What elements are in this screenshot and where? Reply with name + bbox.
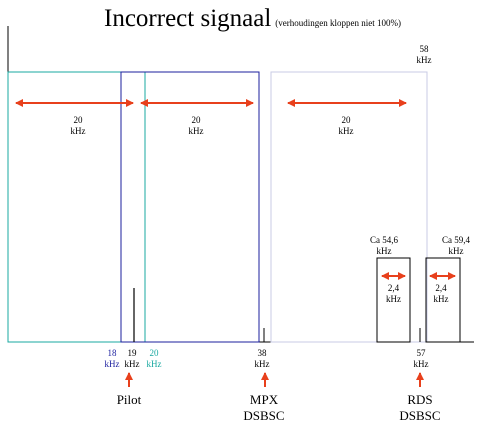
rds-center-unit: kHz: [376, 246, 392, 256]
title-main: Incorrect signaal: [104, 5, 272, 32]
rds-width-value: 2,4: [387, 283, 400, 293]
tick-unit: kHz: [254, 359, 270, 369]
tick-value: 57: [416, 348, 426, 358]
bandwidth-unit: kHz: [188, 126, 204, 136]
rds-width-unit: kHz: [386, 294, 401, 304]
bandwidth-value: 20: [341, 115, 351, 125]
top-frequency-unit: kHz: [416, 55, 432, 65]
tick-value: 20: [149, 348, 159, 358]
bandwidth-value: 20: [73, 115, 83, 125]
tick-unit: kHz: [413, 359, 429, 369]
rds-right-width-label: 2,4 kHz: [426, 283, 456, 305]
rds-block-right: [425, 257, 461, 343]
bandwidth-label-1: 20 kHz: [58, 115, 98, 137]
bandwidth-label-2: 20 kHz: [176, 115, 216, 137]
rds-block-left: [376, 257, 411, 343]
band-upper-sideband: [270, 71, 428, 343]
rds-label: RDS DSBSC: [388, 392, 452, 424]
tick-value: 19: [127, 348, 137, 358]
pilot-label: Pilot: [116, 392, 142, 407]
rds-left-center-label: Ca 54,6 kHz: [360, 235, 408, 257]
rds-right-center-label: Ca 59,4 kHz: [432, 235, 479, 257]
rds-label-line2: DSBSC: [399, 408, 441, 423]
top-frequency-label: 58 kHz: [406, 44, 442, 66]
tick-label-57khz: 57 kHz: [409, 348, 433, 370]
mpx-label-line1: MPX: [249, 392, 279, 407]
title-subtitle: (verhoudingen kloppen niet 100%): [275, 18, 401, 28]
tick-unit: kHz: [104, 359, 120, 369]
band-baseband: [7, 71, 146, 343]
tick-value: 18: [107, 348, 117, 358]
tick-label-18khz: 18 kHz: [100, 348, 124, 370]
rds-label-line1: RDS: [407, 392, 433, 407]
bandwidth-label-3: 20 kHz: [326, 115, 366, 137]
bandwidth-unit: kHz: [338, 126, 354, 136]
band-lower-sideband: [120, 71, 260, 343]
rds-center-unit: kHz: [448, 246, 464, 256]
tick-unit: kHz: [124, 359, 140, 369]
mpx-label-line2: DSBSC: [243, 408, 285, 423]
tick-label-20khz: 20 kHz: [142, 348, 166, 370]
top-frequency-value: 58: [419, 44, 429, 54]
bandwidth-unit: kHz: [70, 126, 86, 136]
bandwidth-value: 20: [191, 115, 201, 125]
tick-label-38khz: 38 kHz: [250, 348, 274, 370]
rds-center-value: Ca 54,6: [370, 235, 398, 245]
rds-center-value: Ca 59,4: [442, 235, 470, 245]
tick-value: 38: [257, 348, 267, 358]
tick-label-19khz: 19 kHz: [120, 348, 144, 370]
rds-width-value: 2,4: [435, 283, 447, 293]
mpx-label: MPX DSBSC: [232, 392, 296, 424]
diagram-title: Incorrect signaal (verhoudingen kloppen …: [104, 6, 401, 31]
tick-unit: kHz: [146, 359, 162, 369]
rds-left-width-label: 2,4 kHz: [377, 283, 410, 305]
rds-width-unit: kHz: [433, 294, 449, 304]
